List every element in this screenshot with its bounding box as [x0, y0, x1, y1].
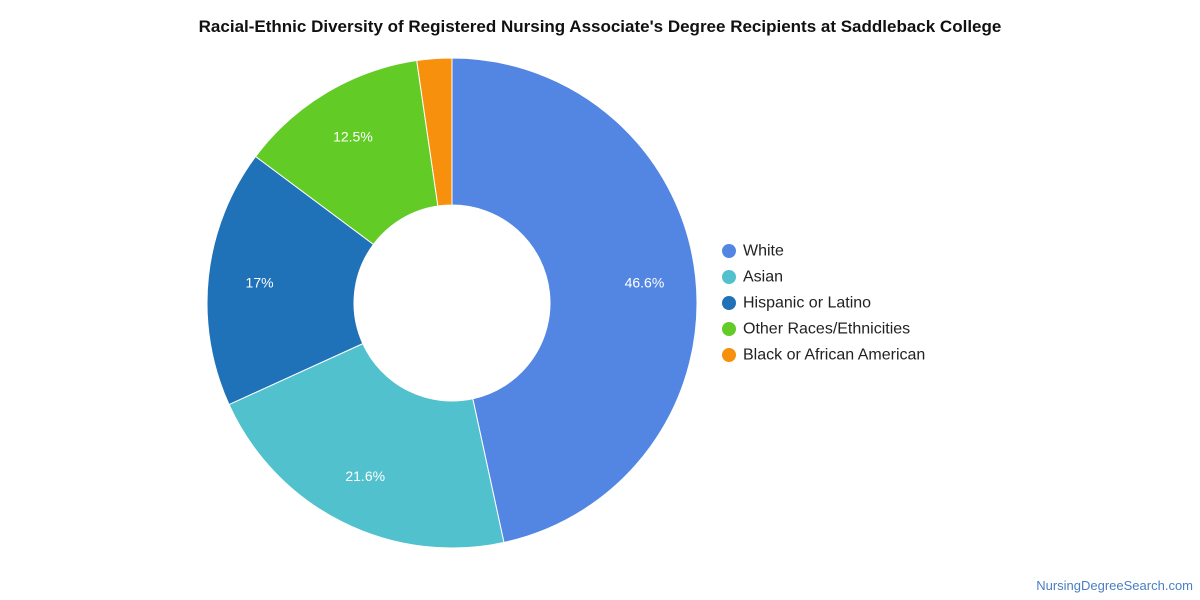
legend-label-asian: Asian	[743, 269, 783, 286]
legend-marker-black-or-african-american	[722, 348, 736, 362]
slice-other-races-ethnicities	[254, 59, 439, 246]
slice-white	[451, 57, 698, 544]
donut-slices	[206, 57, 698, 549]
slice-labels: 46.6% 21.6% 17% 12.5%	[246, 129, 665, 484]
slice-black-or-african-american	[416, 57, 453, 207]
slice-hispanic-or-latino	[206, 155, 375, 406]
legend-marker-hispanic-or-latino	[722, 296, 736, 310]
chart-legend: White Asian Hispanic or Latino Other Races/…	[722, 243, 925, 364]
legend-label-white: White	[743, 243, 784, 260]
slice-label-white: 46.6%	[625, 274, 665, 290]
legend-marker-other-races-ethnicities	[722, 322, 736, 336]
slice-label-other-races-ethnicities: 12.5%	[333, 129, 373, 145]
slice-label-asian: 21.6%	[345, 468, 385, 484]
legend-label-hispanic-or-latino: Hispanic or Latino	[743, 295, 871, 312]
source-watermark: NursingDegreeSearch.com	[1036, 578, 1193, 593]
slice-label-hispanic-or-latino: 17%	[246, 274, 274, 290]
slice-asian	[228, 342, 505, 549]
legend-label-black-or-african-american: Black or African American	[743, 347, 925, 364]
chart-title: Racial-Ethnic Diversity of Registered Nu…	[198, 17, 1002, 36]
legend-label-other-races-ethnicities: Other Races/Ethnicities	[743, 321, 910, 338]
legend-marker-asian	[722, 270, 736, 284]
legend-marker-white	[722, 244, 736, 258]
